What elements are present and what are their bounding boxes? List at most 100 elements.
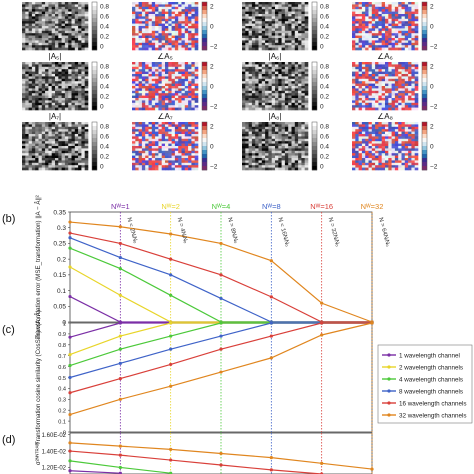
heatmap-cell — [151, 98, 156, 101]
heatmap-cell — [191, 148, 195, 152]
heatmap-cell — [132, 102, 136, 106]
heatmap-cell — [265, 107, 269, 111]
colorbar-frame — [311, 61, 318, 111]
heatmap-cell — [41, 4, 46, 8]
heatmap-cell — [281, 102, 286, 106]
colorbar-step — [312, 90, 317, 95]
heatmap-cell — [248, 33, 253, 36]
heatmap-cell — [304, 98, 309, 101]
heatmap-cell — [174, 6, 179, 10]
heatmap-cell — [148, 90, 153, 94]
heatmap-cell — [64, 83, 69, 87]
heatmap-cell — [41, 165, 46, 168]
heatmap-cell — [138, 78, 143, 82]
heatmap-cell — [291, 28, 296, 32]
heatmap-cell — [28, 78, 33, 82]
heatmap-cell — [281, 93, 286, 96]
heatmap-cell — [155, 102, 159, 106]
heatmap-cell — [55, 69, 59, 72]
heatmap-cell — [132, 47, 136, 51]
heatmap-cell — [25, 138, 29, 142]
heatmap-cell — [304, 126, 309, 130]
heatmap-cell — [361, 126, 366, 130]
heatmap-cell — [35, 2, 39, 5]
heatmap-cell — [414, 141, 419, 144]
heatmap-cell — [358, 78, 363, 82]
heatmap-cell — [61, 167, 66, 171]
heatmap-cell — [298, 98, 302, 101]
heatmap-cell — [352, 16, 356, 20]
heatmap-cell — [58, 16, 62, 20]
heatmap-cell — [294, 45, 299, 48]
heatmap-cell — [41, 76, 46, 80]
heatmap-cell — [404, 136, 409, 140]
heatmap-cell — [261, 146, 266, 149]
heatmap-cell — [28, 143, 33, 147]
heatmap-cell — [411, 131, 415, 135]
heatmap-cell — [361, 131, 366, 135]
heatmap-cell — [135, 126, 139, 130]
heatmap-cell — [245, 26, 249, 29]
colorbar-tick-label: 0.8 — [100, 124, 109, 131]
heatmap-cell — [355, 165, 359, 168]
heatmap-cell — [361, 141, 366, 144]
heatmap-cell — [255, 126, 259, 130]
heatmap-cell — [48, 93, 52, 96]
heatmap-cell — [184, 155, 189, 159]
heatmap-cell — [242, 38, 246, 41]
colorbar-step — [202, 10, 207, 15]
heatmap-cell — [178, 42, 182, 46]
heatmap-cell — [81, 16, 85, 20]
heatmap-cell — [58, 18, 62, 22]
heatmap-cell — [261, 138, 266, 142]
heatmap-cell — [22, 6, 26, 10]
heatmap-cell — [265, 126, 269, 130]
heatmap-cell — [71, 167, 76, 171]
heatmap-cell — [84, 158, 89, 161]
heatmap-cell — [48, 71, 52, 75]
heatmap-cell — [48, 155, 52, 159]
heatmap-cell — [58, 95, 62, 99]
heatmap-cell — [365, 165, 369, 168]
heatmap-cell — [404, 148, 409, 152]
heatmap-cell — [375, 134, 379, 137]
heatmap-cell — [361, 76, 366, 80]
heatmap-cell — [258, 107, 263, 111]
heatmap-cell — [141, 158, 146, 161]
heatmap-cell — [298, 6, 302, 10]
heatmap-cell — [35, 81, 39, 84]
heatmap-cell — [394, 78, 399, 82]
heatmap-cell — [151, 81, 156, 84]
heatmap-cell — [58, 100, 62, 104]
heatmap-cell — [178, 165, 182, 168]
heatmap-cell — [378, 165, 382, 168]
heatmap-cell — [411, 9, 415, 12]
heatmap-cell — [22, 134, 26, 137]
heatmap-cell — [355, 134, 359, 137]
heatmap-cell — [84, 76, 89, 80]
heatmap-cell — [165, 45, 169, 48]
heatmap-cell — [135, 158, 139, 161]
heatmap-cell — [48, 78, 52, 82]
heatmap-cell — [358, 93, 363, 96]
heatmap-cell — [298, 129, 302, 132]
heatmap-cell — [165, 2, 169, 5]
heatmap-cell — [414, 158, 419, 161]
heatmap-cell — [64, 95, 69, 99]
heatmap-cell — [388, 165, 392, 168]
heatmap-cell — [358, 11, 363, 15]
heatmap-cell — [242, 4, 246, 8]
heatmap-cell — [371, 86, 376, 89]
heatmap-cell — [41, 18, 46, 22]
heatmap-cell — [194, 131, 199, 135]
heatmap-cell — [408, 162, 412, 166]
heatmap-cell — [171, 107, 176, 111]
heatmap-cell — [401, 141, 406, 144]
heatmap-cell — [132, 105, 136, 108]
heatmap-cell — [28, 16, 33, 20]
heatmap-cell — [371, 165, 376, 168]
heatmap-cell — [304, 86, 309, 89]
heatmap-cell — [174, 160, 179, 164]
heatmap-cell — [155, 165, 159, 168]
heatmap-cell — [394, 148, 399, 152]
